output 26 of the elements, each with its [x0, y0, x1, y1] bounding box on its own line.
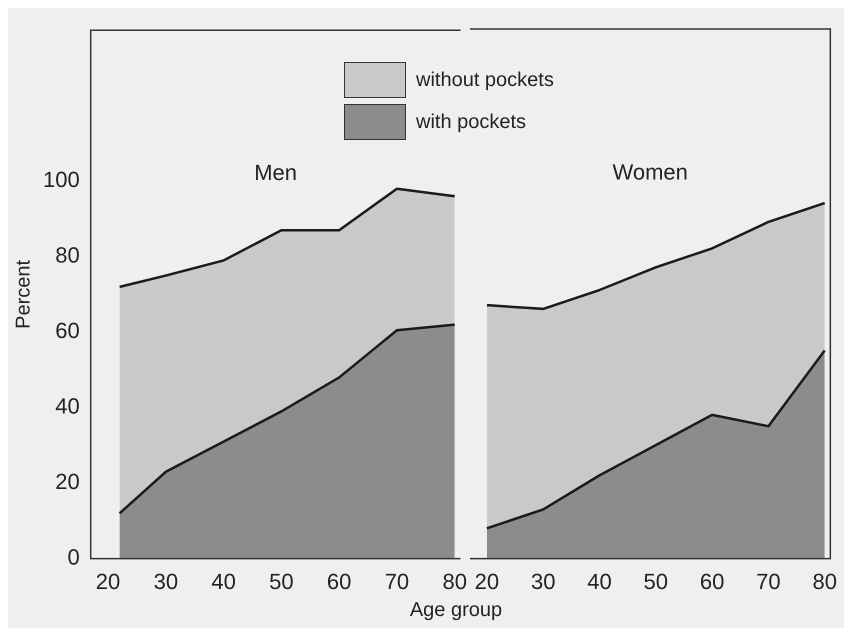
x-tick-label: 70: [756, 568, 781, 594]
y-tick-label: 0: [67, 544, 80, 570]
x-axis-title: Age group: [408, 599, 504, 623]
y-tick-label: 80: [55, 242, 80, 268]
y-tick-label: 100: [42, 167, 80, 192]
x-tick-label: 70: [384, 568, 410, 594]
text: Men: [254, 160, 297, 186]
x-tick-label: 20: [474, 568, 500, 594]
x-tick-label: 50: [644, 568, 668, 594]
x-tick-label: 40: [587, 568, 612, 594]
legend-label: without pockets: [416, 68, 554, 92]
x-tick-label: 80: [812, 568, 837, 594]
x-tick-label: 60: [326, 568, 352, 594]
y-tick-label: 40: [55, 394, 80, 419]
x-tick-label: 40: [211, 568, 236, 594]
x-tick-label: 30: [530, 568, 556, 594]
y-tick-label: 20: [55, 469, 80, 494]
x-tick-label: 30: [154, 568, 178, 594]
legend-label: with pockets: [416, 110, 526, 134]
y-axis-title: Percent: [12, 260, 35, 329]
x-tick-label: 50: [269, 568, 294, 594]
y-tick-label: 60: [55, 318, 80, 344]
x-tick-label: 20: [96, 568, 120, 594]
x-tick-label: 80: [442, 568, 467, 594]
x-tick-label: 60: [700, 568, 724, 594]
text: Women: [612, 159, 688, 184]
